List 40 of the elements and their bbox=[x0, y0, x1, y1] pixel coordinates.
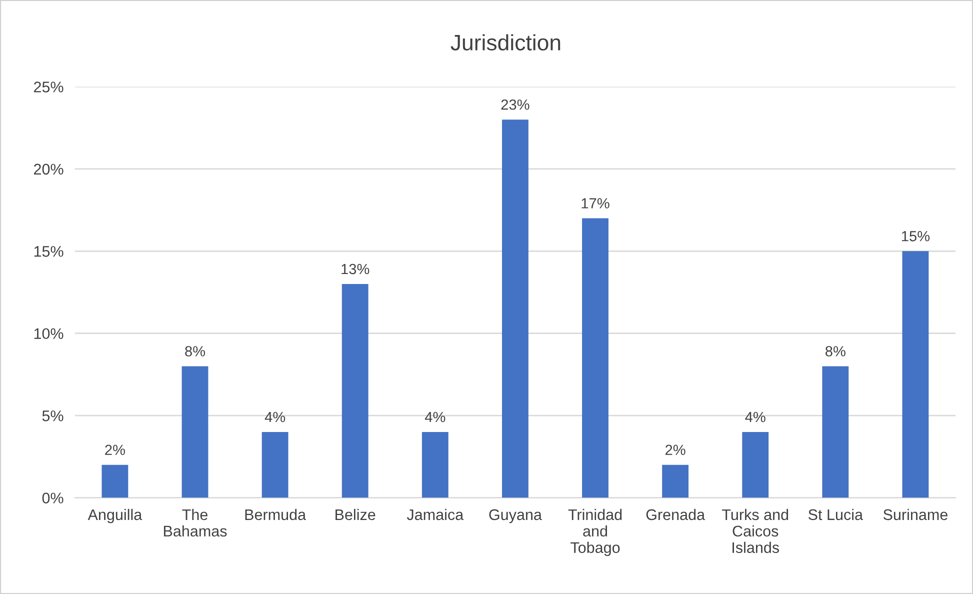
bar bbox=[422, 432, 448, 498]
data-label: 2% bbox=[666, 444, 686, 456]
x-tick-label: Suriname bbox=[883, 508, 948, 520]
bar bbox=[902, 251, 929, 498]
data-label: 23% bbox=[501, 99, 530, 110]
x-tick-label: Belize bbox=[336, 508, 376, 520]
y-tick-label: 5% bbox=[42, 410, 64, 422]
bar bbox=[182, 366, 208, 498]
x-tick-label: Guyana bbox=[489, 509, 542, 524]
bar bbox=[742, 432, 769, 498]
y-tick-label: 20% bbox=[34, 164, 64, 175]
y-tick-label: 25% bbox=[34, 82, 64, 92]
data-label: 8% bbox=[826, 346, 846, 356]
y-tick-label: 10% bbox=[34, 328, 64, 340]
x-tick-label: Bermuda bbox=[245, 508, 306, 520]
x-tick-label: Turks and Caicos Islands bbox=[722, 508, 788, 554]
data-label: 13% bbox=[342, 264, 370, 274]
bar bbox=[822, 366, 849, 498]
x-tick-label: Anguilla bbox=[88, 508, 142, 524]
y-tick-label: 0% bbox=[42, 492, 64, 504]
data-label: 8% bbox=[185, 346, 206, 356]
x-tick-label: Trinidad and Tobago bbox=[568, 508, 622, 556]
chart-title: Jurisdiction bbox=[450, 34, 560, 51]
data-label: 4% bbox=[264, 412, 286, 422]
bar bbox=[342, 284, 368, 498]
bar bbox=[502, 120, 528, 498]
bar bbox=[102, 464, 128, 498]
x-tick-label: Jamaica bbox=[406, 508, 464, 520]
data-label: 4% bbox=[424, 412, 446, 422]
data-label: 17% bbox=[582, 198, 610, 208]
bar bbox=[662, 464, 689, 498]
x-tick-label: The Bahamas bbox=[164, 508, 227, 537]
data-label: 4% bbox=[745, 412, 766, 422]
x-tick-label: Grenada bbox=[646, 508, 706, 520]
x-tick-label: St Lucia bbox=[808, 508, 864, 520]
bar bbox=[582, 218, 608, 498]
data-label: 15% bbox=[902, 231, 930, 242]
bar bbox=[262, 432, 288, 498]
data-label: 2% bbox=[105, 444, 125, 456]
y-tick-label: 15% bbox=[34, 246, 64, 257]
